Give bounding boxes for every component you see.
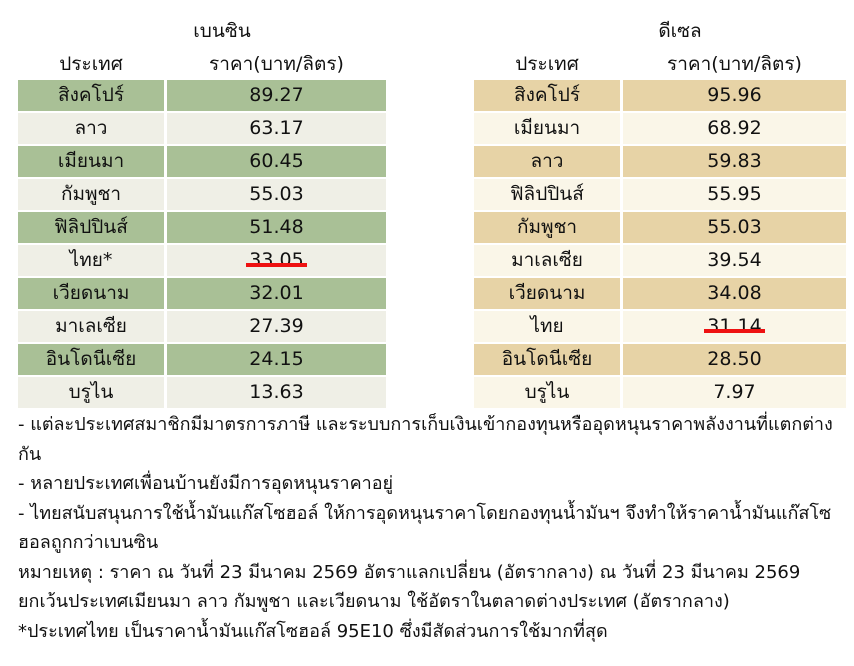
table-row: มาเลเซีย 39.54 [474, 245, 846, 276]
price-cell: 13.63 [167, 377, 386, 408]
petrol-price-table: เบนซิน ประเทศ ราคา(บาท/ลิตร) สิงคโปร์ 89.… [18, 14, 386, 410]
country-cell: มาเลเซีย [474, 245, 620, 276]
country-cell: เวียดนาม [474, 278, 620, 309]
petrol-col-country: ประเทศ [59, 53, 123, 75]
price-value: 39.54 [707, 249, 762, 271]
country-cell: กัมพูชา [18, 179, 164, 210]
diesel-price-table: ดีเซล ประเทศ ราคา(บาท/ลิตร) สิงคโปร์ 95.9… [474, 14, 846, 410]
price-cell: 89.27 [167, 80, 386, 111]
price-value: 68.92 [707, 117, 762, 139]
table-row: เวียดนาม 34.08 [474, 278, 846, 309]
country-cell: มาเลเซีย [18, 311, 164, 342]
country-cell: เมียนมา [18, 146, 164, 177]
country-cell: ไทย [474, 311, 620, 342]
country-cell: บรูไน [18, 377, 164, 408]
price-cell: 28.50 [623, 344, 846, 375]
price-value: 13.63 [249, 381, 304, 403]
country-cell: ลาว [18, 113, 164, 144]
price-value: 55.03 [707, 216, 762, 238]
price-value: 28.50 [707, 348, 762, 370]
table-row: กัมพูชา 55.03 [18, 179, 386, 210]
price-cell: 31.14 [623, 311, 846, 342]
price-cell: 55.03 [167, 179, 386, 210]
price-value: 55.03 [249, 183, 304, 205]
table-row: บรูไน 13.63 [18, 377, 386, 408]
table-row: เวียดนาม 32.01 [18, 278, 386, 309]
country-cell: เวียดนาม [18, 278, 164, 309]
table-row: อินโดนีเซีย 24.15 [18, 344, 386, 375]
country-cell: สิงคโปร์ [18, 80, 164, 111]
petrol-header: ประเทศ ราคา(บาท/ลิตร) [18, 48, 386, 80]
price-value: 89.27 [249, 84, 304, 106]
diesel-title: ดีเซล [658, 20, 702, 42]
price-value: 55.95 [707, 183, 762, 205]
table-row: กัมพูชา 55.03 [474, 212, 846, 243]
petrol-col-price: ราคา(บาท/ลิตร) [209, 53, 344, 75]
country-cell: ไทย* [18, 245, 164, 276]
price-cell: 39.54 [623, 245, 846, 276]
price-cell: 7.97 [623, 377, 846, 408]
diesel-rows: สิงคโปร์ 95.96 เมียนมา 68.92 ลาว 59.83 ฟิลิปปิ… [474, 80, 846, 408]
note-remark: หมายเหตุ : ราคา ณ วันที่ 23 มีนาคม 2569 … [18, 561, 801, 613]
country-cell: อินโดนีเซีย [18, 344, 164, 375]
country-cell: เมียนมา [474, 113, 620, 144]
country-cell: อินโดนีเซีย [474, 344, 620, 375]
price-value: 34.08 [707, 282, 762, 304]
price-cell: 60.45 [167, 146, 386, 177]
country-cell: ฟิลิปปินส์ [474, 179, 620, 210]
country-cell: สิงคโปร์ [474, 80, 620, 111]
table-row: ลาว 63.17 [18, 113, 386, 144]
price-cell: 59.83 [623, 146, 846, 177]
price-value: 24.15 [249, 348, 304, 370]
country-cell: บรูไน [474, 377, 620, 408]
petrol-rows: สิงคโปร์ 89.27 ลาว 63.17 เมียนมา 60.45 กัมพูชา… [18, 80, 386, 408]
table-row: ฟิลิปปินส์ 55.95 [474, 179, 846, 210]
price-value: 31.14 [704, 311, 766, 342]
price-value: 51.48 [249, 216, 304, 238]
table-row: ฟิลิปปินส์ 51.48 [18, 212, 386, 243]
price-cell: 95.96 [623, 80, 846, 111]
table-row: เมียนมา 60.45 [18, 146, 386, 177]
country-cell: กัมพูชา [474, 212, 620, 243]
petrol-title: เบนซิน [193, 20, 251, 42]
price-value: 60.45 [249, 150, 304, 172]
price-cell: 63.17 [167, 113, 386, 144]
diesel-col-price: ราคา(บาท/ลิตร) [667, 53, 802, 75]
note-2: - หลายประเทศเพื่อนบ้านยังมีการอุดหนุนราค… [18, 473, 394, 494]
price-cell: 55.03 [623, 212, 846, 243]
table-row: ลาว 59.83 [474, 146, 846, 177]
country-cell: ฟิลิปปินส์ [18, 212, 164, 243]
price-cell: 34.08 [623, 278, 846, 309]
note-1: - แต่ละประเทศสมาชิกมีมาตรการภาษี และระบบ… [18, 414, 833, 465]
table-row: ไทย* 33.05 [18, 245, 386, 276]
table-row: สิงคโปร์ 95.96 [474, 80, 846, 111]
price-value: 7.97 [713, 381, 756, 403]
price-cell: 51.48 [167, 212, 386, 243]
note-3: - ไทยสนับสนุนการใช้น้ำมันแก๊สโซฮอล์ ให้ก… [18, 502, 832, 554]
diesel-header: ประเทศ ราคา(บาท/ลิตร) [474, 48, 846, 80]
price-cell: 55.95 [623, 179, 846, 210]
notes: - แต่ละประเทศสมาชิกมีมาตรการภาษี และระบบ… [18, 410, 848, 646]
price-cell: 24.15 [167, 344, 386, 375]
note-thailand: *ประเทศไทย เป็นราคาน้ำมันแก๊สโซฮอล์ 95E1… [18, 620, 608, 642]
table-row: สิงคโปร์ 89.27 [18, 80, 386, 111]
price-cell: 32.01 [167, 278, 386, 309]
price-cell: 27.39 [167, 311, 386, 342]
price-value: 27.39 [249, 315, 304, 337]
price-value: 95.96 [707, 84, 762, 106]
table-row: มาเลเซีย 27.39 [18, 311, 386, 342]
table-row: อินโดนีเซีย 28.50 [474, 344, 846, 375]
price-value: 59.83 [707, 150, 762, 172]
country-cell: ลาว [474, 146, 620, 177]
price-value: 63.17 [249, 117, 304, 139]
table-row: ไทย 31.14 [474, 311, 846, 342]
price-cell: 33.05 [167, 245, 386, 276]
price-cell: 68.92 [623, 113, 846, 144]
price-value: 33.05 [246, 245, 308, 276]
diesel-col-country: ประเทศ [515, 53, 579, 75]
price-value: 32.01 [249, 282, 304, 304]
table-row: เมียนมา 68.92 [474, 113, 846, 144]
table-row: บรูไน 7.97 [474, 377, 846, 408]
